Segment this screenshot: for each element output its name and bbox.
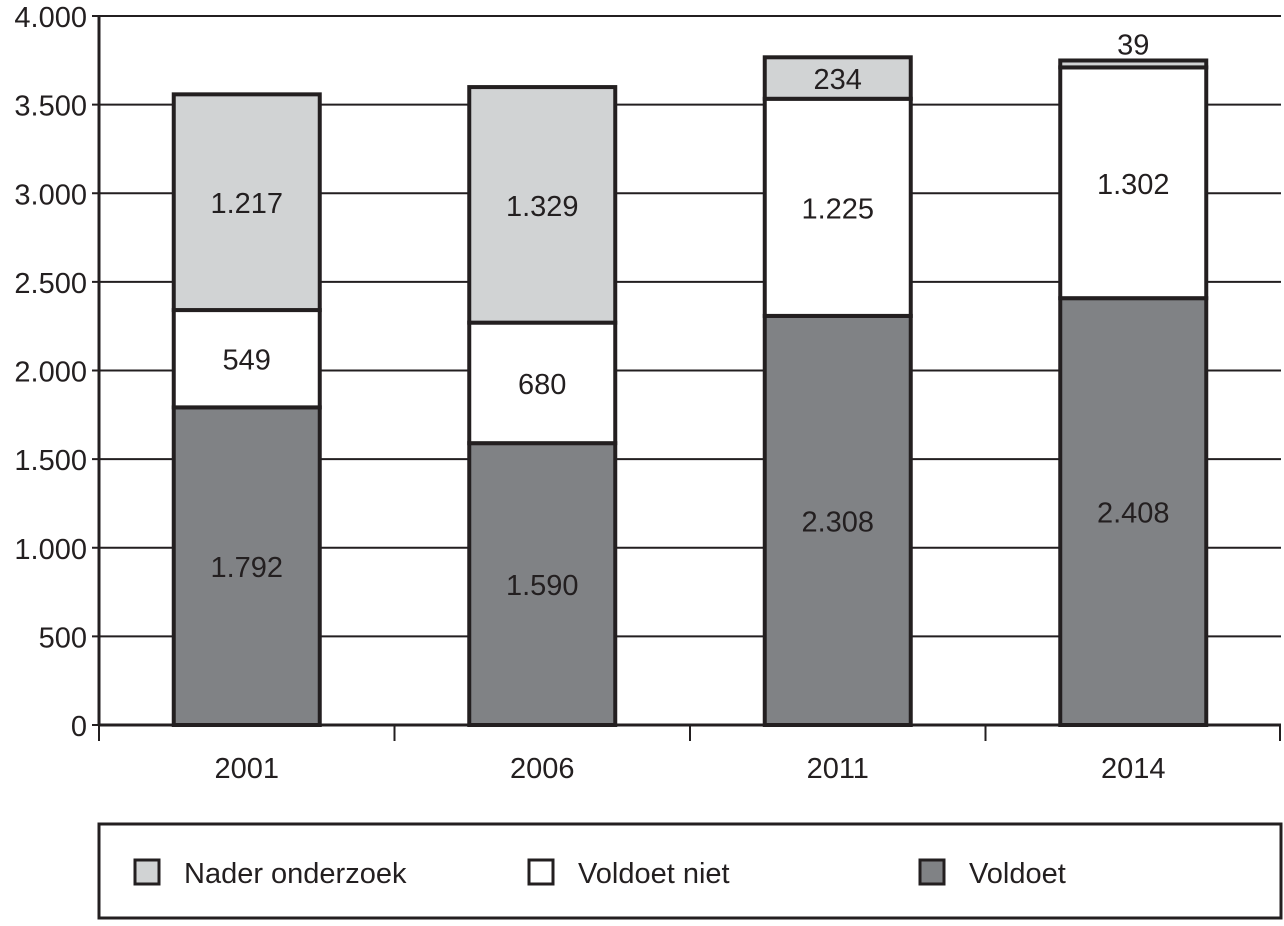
data-label-voldoet: 2.308	[801, 506, 874, 538]
data-label-nader-onderzoek: 1.217	[210, 188, 283, 220]
data-label-voldoet-niet: 1.225	[801, 193, 874, 225]
bar-segment-voldoet	[1058, 296, 1209, 727]
data-label-nader-onderzoek: 1.329	[506, 191, 579, 223]
y-tick-label: 3.500	[14, 91, 87, 123]
x-tick-label: 2014	[1101, 753, 1166, 785]
legend-swatch	[133, 858, 161, 886]
y-tick-label: 0	[71, 711, 87, 743]
legend-label: Voldoet	[969, 858, 1066, 890]
legend-item-voldoet: Voldoet	[918, 858, 1066, 890]
x-tick-label: 2001	[214, 753, 279, 785]
data-label-voldoet-niet: 680	[518, 369, 566, 401]
legend-item-nader-onderzoek: Nader onderzoek	[133, 858, 407, 890]
legend-frame	[97, 822, 1283, 920]
y-tick-label: 2.500	[14, 268, 87, 300]
data-label-nader-onderzoek: 234	[814, 64, 862, 96]
bar-stack-2001: 1.792 549 1.217	[171, 92, 322, 727]
y-tick-label: 3.000	[14, 179, 87, 211]
data-label-voldoet: 1.792	[210, 552, 283, 584]
bar-stack-2011: 2.308 1.225 234	[762, 55, 913, 727]
data-label-voldoet: 2.408	[1097, 498, 1170, 530]
y-tick-label: 1.000	[14, 534, 87, 566]
y-tick-label: 500	[39, 622, 87, 654]
x-tick-label: 2006	[510, 753, 575, 785]
bar-segment-nader-onderzoek	[467, 85, 618, 325]
legend-swatch	[918, 858, 946, 886]
bar-segment-voldoet-niet	[762, 96, 913, 318]
bar-segment-nader-onderzoek	[762, 55, 913, 101]
y-tick-label: 4.000	[14, 2, 87, 34]
bar-segment-voldoet-niet	[1058, 65, 1209, 301]
data-label-voldoet: 1.590	[506, 570, 579, 602]
bar-segment-voldoet-niet	[171, 308, 322, 410]
x-tick-label: 2011	[807, 753, 869, 785]
bar-segment-nader-onderzoek	[171, 92, 322, 313]
data-label-nader-onderzoek: 39	[1117, 29, 1149, 61]
legend-swatch	[527, 858, 555, 886]
bar-segment-voldoet	[171, 405, 322, 727]
bar-stack-2006: 1.590 680 1.329	[467, 85, 618, 727]
data-label-voldoet-niet: 549	[223, 345, 271, 377]
bar-segment-voldoet-niet	[467, 320, 618, 446]
legend: Nader onderzoek Voldoet niet Voldoet	[97, 822, 1283, 920]
axis-layer: 0 500 1.000 1.500 2.000 2.500 3.000 3.500 4.000 2…	[14, 2, 1281, 785]
bar-layer: 1.7925491.2171.5906801.3292.3081.2252342…	[171, 29, 1209, 727]
y-tick-label: 1.500	[14, 445, 87, 477]
data-label-voldoet-niet: 1.302	[1097, 169, 1170, 201]
legend-label: Nader onderzoek	[184, 858, 407, 890]
y-tick-label: 2.000	[14, 357, 87, 389]
bar-segment-nader-onderzoek	[1058, 58, 1209, 70]
bar-stack-2014: 2.408 1.302 39	[1058, 29, 1209, 727]
legend-item-voldoet-niet: Voldoet niet	[527, 858, 730, 890]
legend-label: Voldoet niet	[578, 858, 730, 890]
